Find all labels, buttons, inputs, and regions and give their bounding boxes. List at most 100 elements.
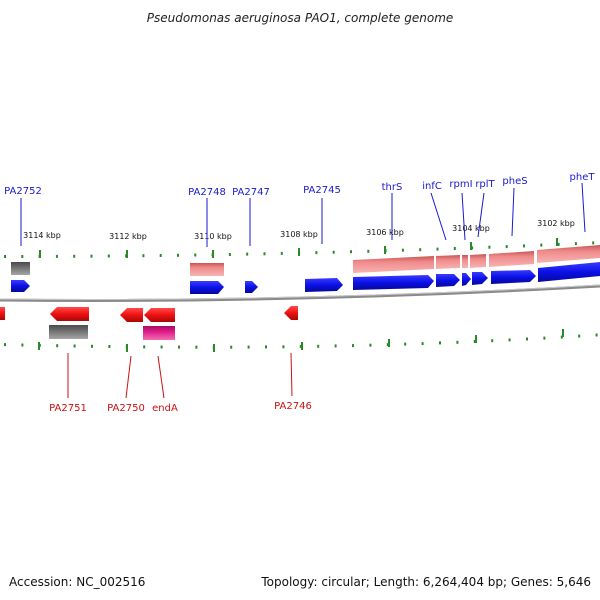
gene-label-bottom[interactable]: endA <box>152 403 178 414</box>
outer-minor-tick <box>505 245 508 249</box>
pseudo-feature <box>49 325 88 339</box>
reverse-gene-arrow[interactable] <box>284 306 298 320</box>
forward-gene-arrow[interactable] <box>472 272 488 285</box>
inner-minor-tick <box>352 344 354 348</box>
inner-minor-tick <box>91 344 93 348</box>
genome-backbone-highlight <box>0 284 600 300</box>
inner-minor-tick <box>195 345 198 349</box>
gene-label-top[interactable]: PA2752 <box>4 186 42 197</box>
gene-label-top[interactable]: PA2747 <box>232 187 270 198</box>
inner-major-tick <box>38 342 40 350</box>
top-leader-lines <box>20 182 586 247</box>
inner-minor-tick <box>456 340 459 344</box>
kbp-label: 3112 kbp <box>109 232 147 241</box>
outer-minor-tick <box>21 255 24 258</box>
inner-minor-tick <box>421 342 424 346</box>
inner-minor-tick <box>595 333 598 337</box>
gene-label-bottom[interactable]: PA2746 <box>274 401 312 412</box>
rna-band <box>190 263 224 276</box>
gene-label-top[interactable]: pheS <box>502 176 527 187</box>
gene-label-top[interactable]: PA2748 <box>188 187 226 198</box>
outer-minor-tick <box>159 254 162 257</box>
inner-minor-tick <box>265 345 267 349</box>
bottom-leader-lines <box>67 352 293 399</box>
reverse-gene-arrow[interactable] <box>0 307 5 320</box>
outer-minor-tick <box>177 253 179 257</box>
inner-minor-tick <box>160 345 163 349</box>
forward-gene-arrow[interactable] <box>190 281 224 294</box>
outer-minor-tick <box>73 254 76 258</box>
outer-minor-tick <box>453 247 456 250</box>
inner-minor-tick <box>4 343 6 347</box>
rna-band <box>489 251 534 267</box>
genome-backbone <box>0 284 600 302</box>
forward-gene-arrow[interactable] <box>436 274 460 287</box>
inner-major-tick <box>213 344 215 352</box>
inner-minor-tick <box>508 338 511 342</box>
inner-minor-tick <box>247 345 250 349</box>
pseudo-feature <box>11 262 30 275</box>
outer-minor-tick <box>557 242 560 246</box>
kbp-label: 3102 kbp <box>537 219 575 228</box>
inner-major-tick <box>388 339 390 347</box>
kbp-label: 3106 kbp <box>366 228 404 237</box>
reverse-rna-track <box>49 325 175 340</box>
kbp-label: 3110 kbp <box>194 232 232 241</box>
kbp-label: 3108 kbp <box>280 230 318 239</box>
outer-minor-tick <box>332 250 335 254</box>
outer-major-tick <box>384 246 386 254</box>
rna-band <box>462 255 468 268</box>
inner-tick-row <box>4 329 598 352</box>
inner-major-tick <box>301 342 303 350</box>
outer-minor-tick <box>401 248 404 252</box>
inner-ticks-minor <box>4 333 598 349</box>
leader-line <box>157 355 165 399</box>
outer-major-tick <box>212 250 214 258</box>
rna-band <box>436 255 460 269</box>
forward-gene-arrow[interactable] <box>491 270 536 284</box>
gene-label-top[interactable]: pheT <box>570 172 596 183</box>
gene-label-top[interactable]: thrS <box>382 182 403 193</box>
outer-major-tick <box>126 250 128 258</box>
leader-line <box>477 192 485 238</box>
forward-rna-track <box>11 245 600 276</box>
inner-minor-tick <box>108 345 111 348</box>
forward-gene-arrow[interactable] <box>11 280 30 292</box>
gene-label-top[interactable]: rplT <box>475 179 495 190</box>
forward-gene-arrow[interactable] <box>245 281 258 293</box>
outer-minor-tick <box>315 251 318 255</box>
outer-minor-tick <box>367 249 370 253</box>
inner-minor-tick <box>230 345 233 349</box>
outer-major-tick <box>298 248 300 256</box>
gene-label-top[interactable]: rpmI <box>449 179 472 190</box>
leader-line <box>125 355 132 399</box>
rna-band <box>143 326 175 340</box>
gene-label-bottom[interactable]: PA2751 <box>49 403 87 414</box>
leader-line <box>511 187 515 237</box>
inner-major-tick <box>562 329 564 337</box>
reverse-gene-arrow[interactable] <box>120 308 143 322</box>
forward-gene-arrow[interactable] <box>305 278 343 292</box>
forward-gene-arrow[interactable] <box>462 273 471 286</box>
inner-minor-tick <box>73 344 76 348</box>
gene-label-top[interactable]: PA2745 <box>303 185 341 196</box>
inner-minor-tick <box>317 344 320 348</box>
outer-minor-tick <box>574 242 577 246</box>
forward-gene-arrow[interactable] <box>538 262 600 282</box>
outer-minor-tick <box>471 246 474 250</box>
outer-major-tick <box>556 238 558 246</box>
inner-minor-tick <box>56 344 59 348</box>
gene-label-top[interactable]: infC <box>422 181 442 192</box>
reverse-gene-arrow[interactable] <box>50 307 89 321</box>
inner-minor-tick <box>386 343 389 347</box>
gene-label-bottom[interactable]: PA2750 <box>107 403 145 414</box>
inner-major-tick <box>126 344 128 352</box>
rna-band <box>537 245 600 263</box>
forward-gene-arrow[interactable] <box>353 275 434 290</box>
rna-band <box>470 254 486 268</box>
outer-minor-tick <box>488 245 491 249</box>
inner-minor-tick <box>282 345 285 349</box>
reverse-gene-arrow[interactable] <box>144 308 175 322</box>
inner-minor-tick <box>178 345 180 349</box>
